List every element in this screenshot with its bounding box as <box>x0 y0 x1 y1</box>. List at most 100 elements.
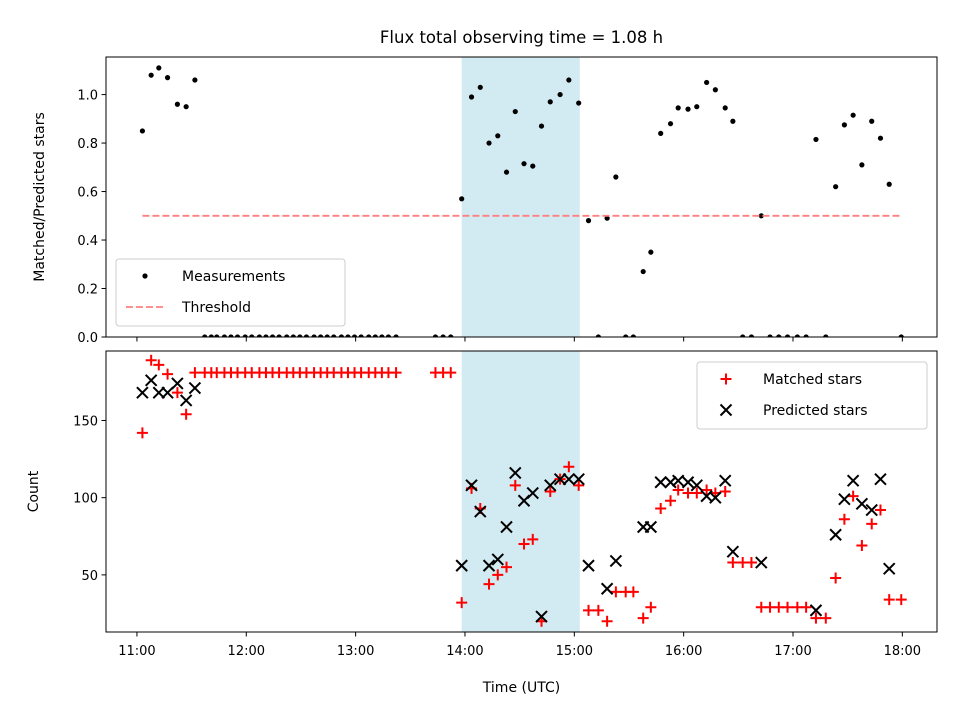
data-point <box>838 493 851 506</box>
data-point <box>345 334 351 337</box>
data-point <box>883 594 895 606</box>
data-point <box>645 601 657 613</box>
data-point <box>527 533 539 545</box>
data-point <box>681 476 695 489</box>
data-point <box>841 122 847 128</box>
x-tick-label: 17:00 <box>774 644 811 659</box>
data-point <box>665 495 677 507</box>
data-point <box>691 487 703 499</box>
data-point <box>637 612 649 624</box>
data-point <box>483 578 495 590</box>
data-point <box>748 334 755 337</box>
data-point <box>623 334 629 337</box>
data-point <box>701 484 713 496</box>
data-point <box>813 136 819 143</box>
data-point <box>846 474 860 487</box>
data-point <box>877 135 884 141</box>
plot-area <box>136 354 907 627</box>
data-point <box>445 367 457 379</box>
x-tick-label: 16:00 <box>665 644 702 659</box>
data-point <box>136 386 149 399</box>
data-point <box>318 334 324 337</box>
data-point <box>855 497 869 511</box>
data-point <box>179 394 193 407</box>
data-point <box>366 334 372 337</box>
data-point <box>393 334 399 337</box>
legend: Measurements Threshold <box>115 258 346 327</box>
data-point <box>838 513 850 525</box>
chart-title: Flux total observing time = 1.08 h <box>380 28 663 47</box>
predicted-stars-series <box>136 374 896 623</box>
data-point <box>518 538 530 550</box>
data-point <box>755 556 768 569</box>
data-point <box>183 104 189 110</box>
data-point <box>208 334 214 337</box>
x-tick-label: 18:00 <box>884 644 921 659</box>
data-point <box>820 612 832 624</box>
data-point <box>311 334 317 337</box>
data-point <box>627 586 639 598</box>
y-tick-label: 150 <box>73 414 98 429</box>
data-point <box>468 94 475 100</box>
data-point <box>547 99 553 105</box>
data-point <box>202 334 208 337</box>
y-tick-label: 0.8 <box>77 137 98 152</box>
data-point <box>486 140 492 146</box>
data-point <box>379 334 385 337</box>
x-axis-label: Time (UTC) <box>482 680 560 696</box>
data-point <box>722 105 728 111</box>
data-point <box>874 504 886 516</box>
data-point <box>474 505 487 518</box>
data-point <box>290 334 296 337</box>
data-point <box>500 520 513 534</box>
data-point <box>782 601 794 613</box>
data-point <box>859 162 865 168</box>
data-point <box>776 334 782 337</box>
data-point <box>530 163 536 169</box>
data-point <box>898 334 904 337</box>
data-point <box>538 123 545 129</box>
axes-frame <box>105 56 938 338</box>
data-point <box>432 334 439 337</box>
data-point <box>874 472 887 486</box>
x-tick-label: 14:00 <box>446 644 483 659</box>
data-point <box>448 334 454 337</box>
matched-stars-series <box>136 354 907 627</box>
data-point <box>338 334 345 337</box>
data-point <box>390 367 402 379</box>
data-point <box>136 427 148 439</box>
data-point <box>372 334 378 337</box>
data-point <box>501 561 513 573</box>
data-point <box>284 334 290 337</box>
data-point <box>477 84 483 90</box>
data-point <box>566 77 572 83</box>
data-point <box>745 557 757 569</box>
data-point <box>164 75 171 81</box>
data-point <box>455 559 468 572</box>
data-point <box>563 461 575 473</box>
data-point <box>833 184 839 190</box>
data-point <box>830 572 842 584</box>
data-point <box>648 249 654 255</box>
data-point <box>249 334 255 337</box>
data-point <box>740 334 746 337</box>
data-point <box>148 72 154 78</box>
legend-label: Threshold <box>181 300 251 316</box>
data-point <box>685 106 691 112</box>
data-point <box>613 174 619 180</box>
data-point <box>263 334 269 337</box>
y-tick-label: 0.0 <box>77 331 98 346</box>
data-point <box>544 479 557 492</box>
data-point <box>719 486 731 497</box>
data-point <box>829 528 842 541</box>
y-tick-label: 50 <box>81 569 98 584</box>
data-point <box>690 479 703 492</box>
legend-label: Matched stars <box>763 372 862 388</box>
data-point <box>727 557 739 569</box>
data-point <box>144 374 158 387</box>
data-point <box>794 334 800 337</box>
data-point <box>694 104 700 110</box>
observing-window-span <box>461 351 580 632</box>
data-point <box>585 218 592 224</box>
